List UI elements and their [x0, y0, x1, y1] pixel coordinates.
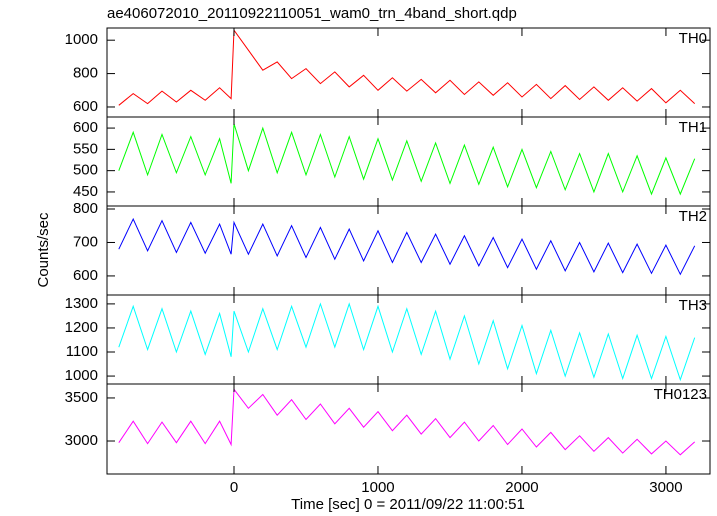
y-tick-label: 700 — [73, 233, 98, 250]
light-curve — [118, 28, 696, 106]
chart-title: ae406072010_20110922110051_wam0_trn_4ban… — [107, 5, 517, 22]
light-curve — [118, 302, 696, 382]
panel-label: TH0123 — [654, 386, 707, 403]
y-tick-label: 3500 — [65, 389, 98, 406]
panel-label: TH3 — [679, 297, 707, 314]
y-tick-label: 500 — [73, 162, 98, 179]
x-tick-label: 1000 — [361, 479, 394, 496]
y-tick-label: 600 — [73, 119, 98, 136]
y-axis-label: Counts/sec — [35, 212, 52, 288]
light-curve — [118, 123, 696, 196]
panel-frame — [106, 294, 711, 385]
x-tick-label: 2000 — [505, 479, 538, 496]
y-tick-label: 1000 — [65, 367, 98, 384]
panel-frame — [106, 383, 711, 475]
x-tick-label: 3000 — [649, 479, 682, 496]
light-curve — [118, 387, 696, 456]
y-tick-label: 800 — [73, 65, 98, 82]
light-curve — [118, 217, 696, 276]
panel-frame — [106, 116, 711, 207]
y-tick-label: 450 — [73, 183, 98, 200]
panel-frame — [106, 27, 711, 118]
y-tick-label: 1200 — [65, 319, 98, 336]
y-tick-label: 550 — [73, 140, 98, 157]
panel-label: TH2 — [679, 208, 707, 225]
x-tick-label: 0 — [230, 479, 238, 496]
panel-frame — [106, 205, 711, 296]
y-tick-label: 600 — [73, 267, 98, 284]
y-tick-label: 1300 — [65, 295, 98, 312]
panel-label: TH1 — [679, 119, 707, 136]
y-tick-label: 1100 — [66, 343, 98, 360]
x-axis-label: Time [sec] 0 = 2011/09/22 11:00:51 — [291, 496, 525, 513]
y-tick-label: 1000 — [65, 31, 98, 48]
y-tick-label: 800 — [73, 200, 98, 217]
y-tick-label: 3000 — [65, 432, 98, 449]
panel-label: TH0 — [679, 30, 707, 47]
y-tick-label: 600 — [73, 98, 98, 115]
